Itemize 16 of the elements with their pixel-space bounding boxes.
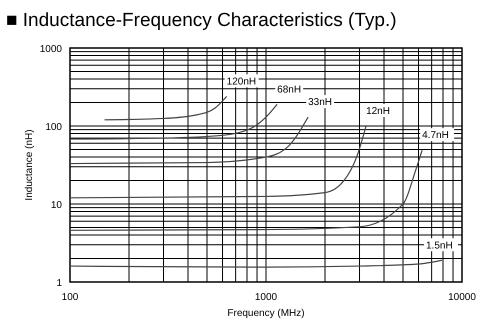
y-axis-title: Inductance (nH) bbox=[24, 129, 35, 201]
x-axis-title: Frequency (MHz) bbox=[227, 308, 305, 319]
series-label: 4.7nH bbox=[422, 130, 449, 142]
series-label: 33nH bbox=[308, 97, 332, 108]
series-label: 12nH bbox=[366, 106, 390, 117]
y-tick-label: 100 bbox=[45, 122, 62, 133]
y-tick-label: 1 bbox=[56, 278, 62, 289]
chart-title: ■ Inductance-Frequency Characteristics (Typ.) bbox=[6, 10, 397, 31]
series-label: 68nH bbox=[277, 84, 302, 96]
x-tick-label: 10000 bbox=[448, 292, 476, 303]
series-label: 120nH bbox=[226, 76, 256, 88]
y-tick-label: 1000 bbox=[40, 44, 62, 55]
x-tick-label: 1000 bbox=[254, 292, 278, 303]
x-tick-label: 100 bbox=[62, 292, 79, 303]
series-label: 1.5nH bbox=[426, 240, 453, 252]
y-tick-label: 10 bbox=[50, 200, 62, 211]
